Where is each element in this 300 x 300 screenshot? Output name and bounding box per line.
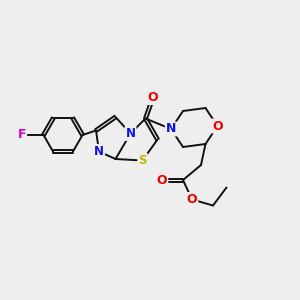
Text: F: F <box>18 128 26 142</box>
Text: S: S <box>138 154 147 167</box>
Text: N: N <box>125 127 136 140</box>
Text: N: N <box>166 122 176 136</box>
Text: O: O <box>187 193 197 206</box>
Text: O: O <box>157 173 167 187</box>
Text: N: N <box>94 145 104 158</box>
Text: O: O <box>148 91 158 104</box>
Text: O: O <box>212 119 223 133</box>
